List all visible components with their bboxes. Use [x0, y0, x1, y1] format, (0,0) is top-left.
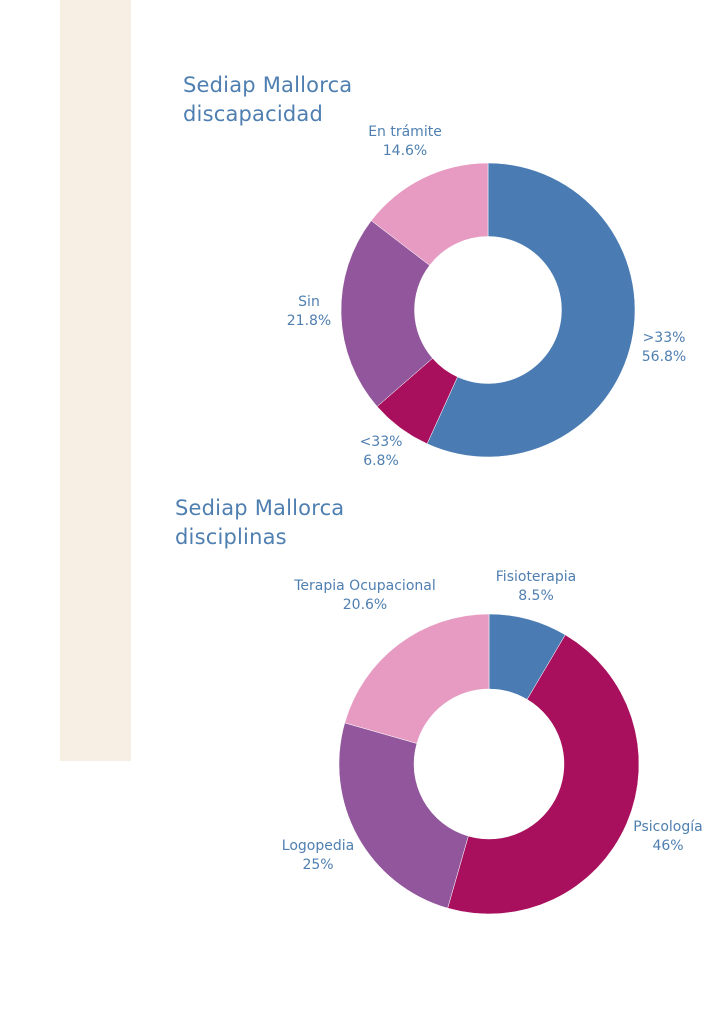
label-psicologia-value: 46%	[652, 838, 683, 854]
label-logopedia-value: 25%	[302, 857, 333, 873]
slice-psicologia	[447, 634, 640, 915]
chart-1-title: Sediap Mallorca discapacidad	[183, 71, 352, 129]
slice-en-tramite	[370, 162, 489, 266]
slice-33	[426, 162, 636, 458]
label-fisioterapia-value: 8.5%	[518, 588, 554, 604]
label-fisioterapia-category: Fisioterapia	[496, 569, 576, 585]
label-33-category: >33%	[643, 330, 686, 346]
chart-1-title-line-2: discapacidad	[183, 102, 324, 126]
chart-2-title: Sediap Mallorca disciplinas	[175, 494, 344, 552]
label-terapia-ocupacional-category: Terapia Ocupacional	[293, 578, 435, 594]
slice-terapia-ocupacional	[344, 613, 490, 744]
chart-2-title-line-2: disciplinas	[175, 525, 287, 549]
label-psicologia-category: Psicología	[633, 819, 702, 835]
label-en-tramite-category: En trámite	[368, 124, 442, 140]
label-sin-value: 21.8%	[287, 313, 331, 329]
label-33-value: 6.8%	[363, 453, 399, 469]
label-en-tramite-value: 14.6%	[383, 143, 427, 159]
slice-logopedia	[338, 722, 469, 909]
label-33-value: 56.8%	[642, 349, 686, 365]
donut-chart-disciplinas: Fisioterapia 8.5% Psicología 46% Logopedia 25…	[282, 569, 703, 915]
label-33-category: <33%	[360, 434, 403, 450]
slice-sin	[340, 220, 433, 407]
donut-chart-discapacidad: >33% 56.8% <33% 6.8% Sin 21.8% En trámite 14.6%	[287, 124, 686, 469]
chart-2-title-line-1: Sediap Mallorca	[175, 496, 345, 520]
label-terapia-ocupacional-value: 20.6%	[343, 597, 387, 613]
decorative-side-strip	[60, 0, 131, 761]
label-sin-category: Sin	[298, 294, 320, 310]
chart-1-title-line-1: Sediap Mallorca	[183, 73, 353, 97]
label-logopedia-category: Logopedia	[282, 838, 354, 854]
